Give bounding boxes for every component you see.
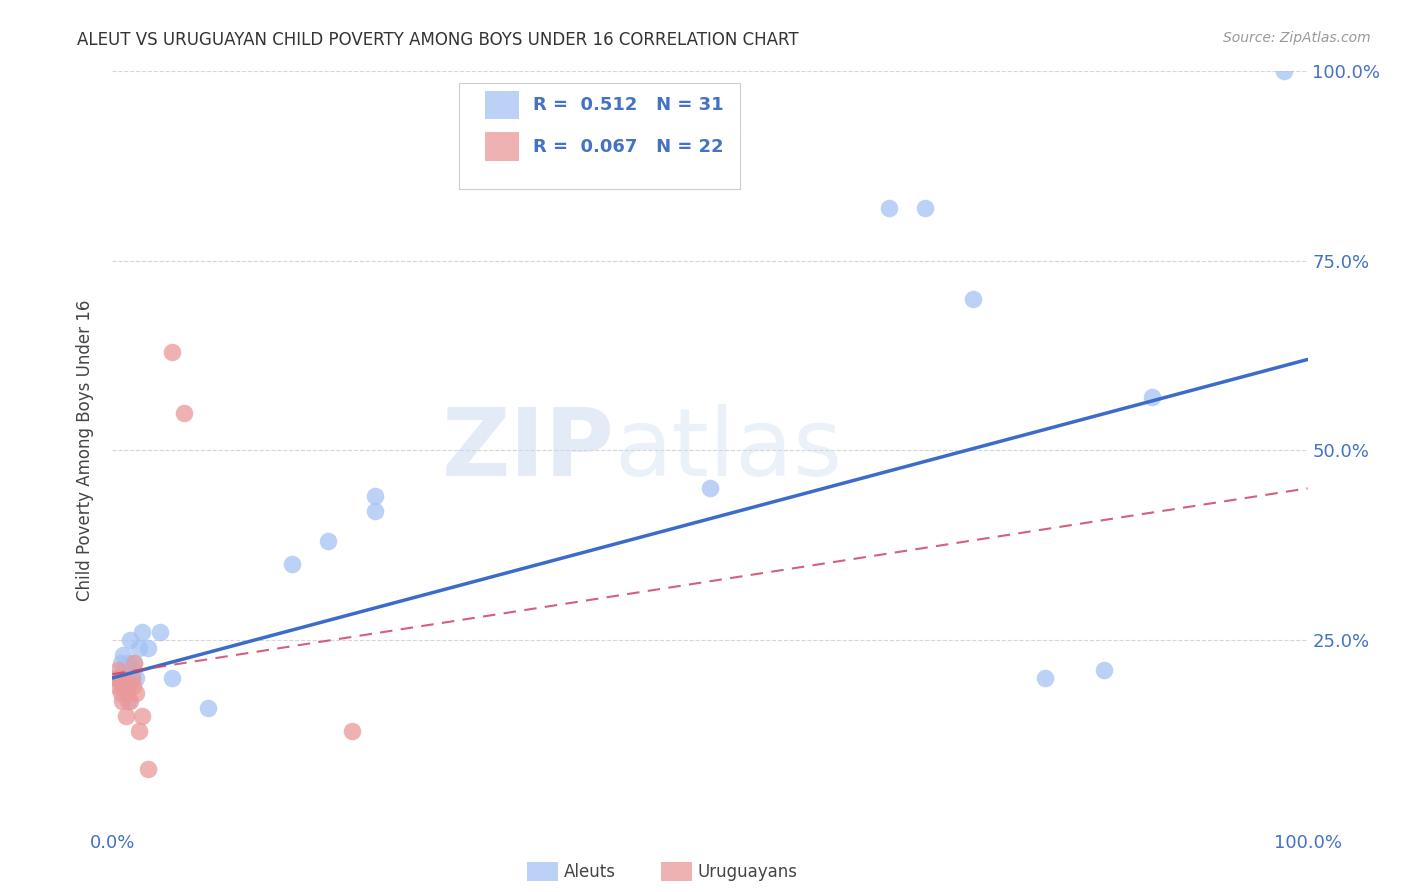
- Point: [117, 678, 139, 692]
- Point: [340, 724, 363, 739]
- Point: [1094, 664, 1116, 678]
- Point: [281, 557, 304, 572]
- FancyBboxPatch shape: [458, 83, 740, 189]
- Point: [1142, 391, 1164, 405]
- Point: [117, 694, 139, 708]
- Point: [114, 664, 135, 678]
- Point: [364, 504, 387, 518]
- Text: Source: ZipAtlas.com: Source: ZipAtlas.com: [1223, 31, 1371, 45]
- Point: [121, 678, 143, 692]
- FancyBboxPatch shape: [485, 133, 519, 161]
- Point: [110, 656, 132, 670]
- Point: [115, 671, 138, 685]
- Point: [121, 671, 143, 685]
- Point: [120, 633, 142, 648]
- Point: [173, 405, 195, 420]
- Point: [118, 656, 141, 670]
- Point: [316, 534, 339, 549]
- Point: [120, 694, 142, 708]
- Point: [105, 671, 128, 685]
- Point: [121, 664, 143, 678]
- Point: [105, 678, 128, 692]
- Text: R =  0.512   N = 31: R = 0.512 N = 31: [533, 96, 724, 114]
- Y-axis label: Child Poverty Among Boys Under 16: Child Poverty Among Boys Under 16: [76, 300, 94, 601]
- Point: [121, 671, 143, 685]
- Point: [128, 640, 150, 655]
- Text: ZIP: ZIP: [441, 404, 614, 497]
- Point: [114, 708, 136, 723]
- Point: [122, 656, 145, 670]
- Point: [131, 708, 153, 723]
- Text: Aleuts: Aleuts: [564, 863, 616, 881]
- Point: [128, 724, 150, 739]
- Point: [111, 678, 134, 692]
- Point: [114, 678, 135, 692]
- Point: [162, 671, 183, 685]
- Text: Uruguayans: Uruguayans: [697, 863, 797, 881]
- Point: [138, 762, 160, 776]
- Point: [364, 489, 387, 503]
- Point: [162, 344, 183, 359]
- Point: [197, 701, 219, 715]
- Point: [112, 648, 135, 662]
- Point: [962, 292, 984, 306]
- Point: [112, 671, 135, 685]
- Point: [111, 694, 134, 708]
- Point: [131, 625, 153, 640]
- Point: [1272, 64, 1295, 78]
- Point: [107, 671, 129, 685]
- Point: [138, 640, 160, 655]
- Point: [879, 201, 901, 215]
- Point: [149, 625, 172, 640]
- Point: [122, 656, 145, 670]
- Text: R =  0.067   N = 22: R = 0.067 N = 22: [533, 138, 724, 156]
- Point: [125, 671, 148, 685]
- FancyBboxPatch shape: [485, 91, 519, 120]
- Point: [108, 671, 131, 685]
- Text: ALEUT VS URUGUAYAN CHILD POVERTY AMONG BOYS UNDER 16 CORRELATION CHART: ALEUT VS URUGUAYAN CHILD POVERTY AMONG B…: [77, 31, 799, 49]
- Point: [115, 686, 138, 700]
- Point: [110, 686, 132, 700]
- Point: [107, 664, 129, 678]
- Text: atlas: atlas: [614, 404, 842, 497]
- Point: [914, 201, 936, 215]
- Point: [125, 686, 148, 700]
- Point: [1033, 671, 1056, 685]
- Point: [699, 482, 721, 496]
